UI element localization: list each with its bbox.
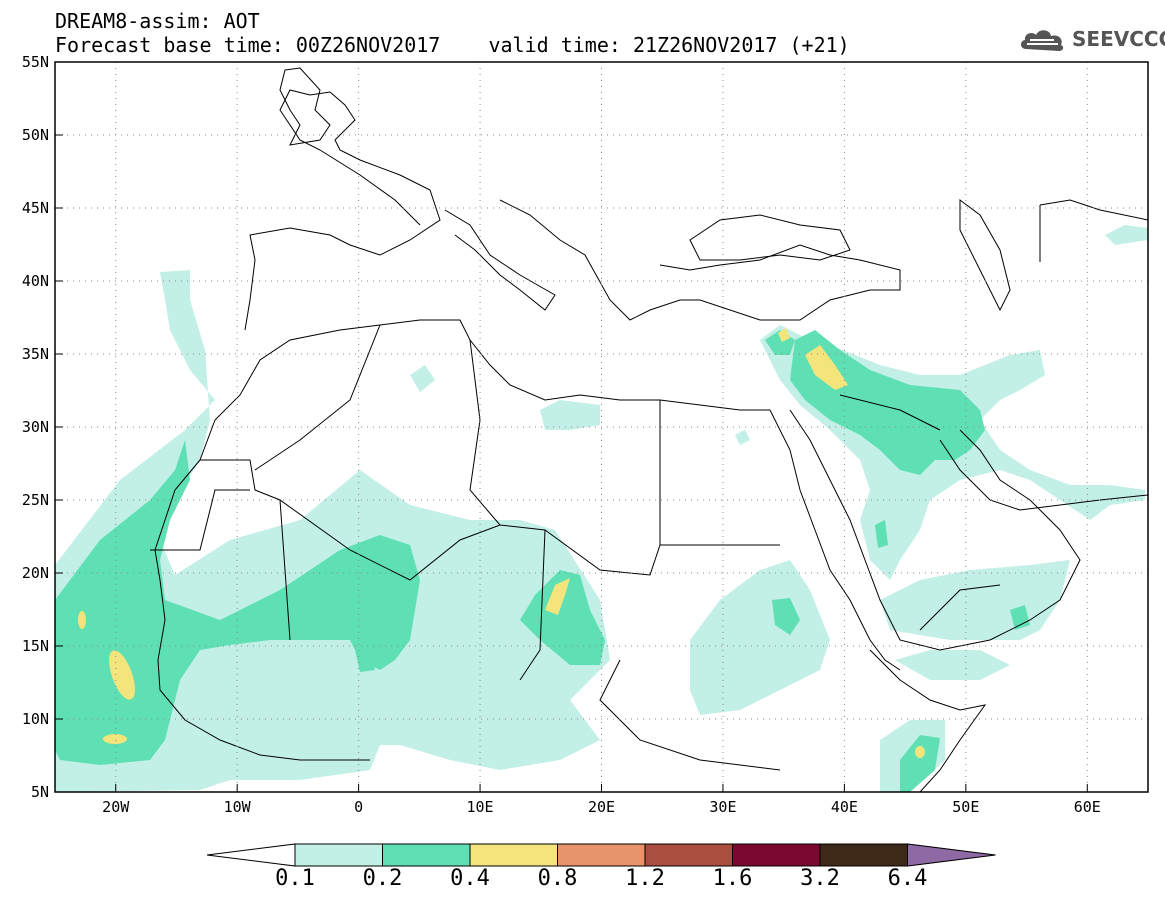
lat-tick-label: 55N [22,53,49,71]
colorbar-label: 3.2 [800,866,840,891]
lon-tick-label: 0 [354,798,363,816]
colorbar-label: 0.4 [450,866,490,891]
colorbar-label: 6.4 [887,866,928,891]
colorbar-label: 1.6 [712,866,753,891]
lat-tick-label: 45N [22,199,49,217]
lat-tick-label: 35N [22,345,49,363]
colorbar-segment [469,843,558,867]
lon-tick-label: 50E [952,798,979,816]
lon-tick-label: 20W [102,798,130,816]
map-grid [55,62,1148,792]
colorbar-label: 0.1 [275,866,315,891]
logo-text: SEEVCCC [1072,27,1165,51]
colorbar-segment [819,843,908,867]
aot-shading [55,225,1148,792]
lon-tick-label: 10W [224,798,252,816]
lat-tick-label: 15N [22,637,49,655]
lat-tick-label: 50N [22,126,49,144]
lon-tick-label: 20E [588,798,615,816]
colorbar-segment [557,843,646,867]
coastlines [150,67,1148,792]
colorbar-segment [382,843,471,867]
colorbar [206,843,996,867]
aot-level-0.2 [55,330,1030,792]
lat-tick-label: 30N [22,418,49,436]
lon-tick-label: 10E [467,798,494,816]
colorbar-segment [644,843,733,867]
colorbar-segment [294,843,383,867]
colorbar-high-arrow [907,843,996,867]
chart-title-times: Forecast base time: 00Z26NOV2017 valid t… [55,33,850,57]
lon-tick-label: 30E [709,798,736,816]
lat-tick-label: 40N [22,272,49,290]
colorbar-label: 0.8 [537,866,578,891]
lat-tick-label: 5N [31,783,49,801]
cloud-logo-icon [1020,30,1064,51]
colorbar-label: 1.2 [625,866,665,891]
colorbar-segment [732,843,821,867]
longitude-labels: 20W 10W 0 10E 20E 30E 40E 50E 60E [102,784,1101,816]
lat-tick-label: 20N [22,564,49,582]
colorbar-low-arrow [206,843,296,867]
colorbar-label: 0.2 [362,866,403,891]
chart-title-model: DREAM8-assim: AOT [55,9,260,33]
latitude-labels: 55N 50N 45N 40N 35N 30N 25N 20N 15N 10N 5N [22,53,63,801]
lon-tick-label: 60E [1074,798,1101,816]
lat-tick-label: 10N [22,710,49,728]
lat-tick-label: 25N [22,491,49,509]
lon-tick-label: 40E [831,798,858,816]
seevccc-logo: SEEVCCC [1018,24,1165,54]
